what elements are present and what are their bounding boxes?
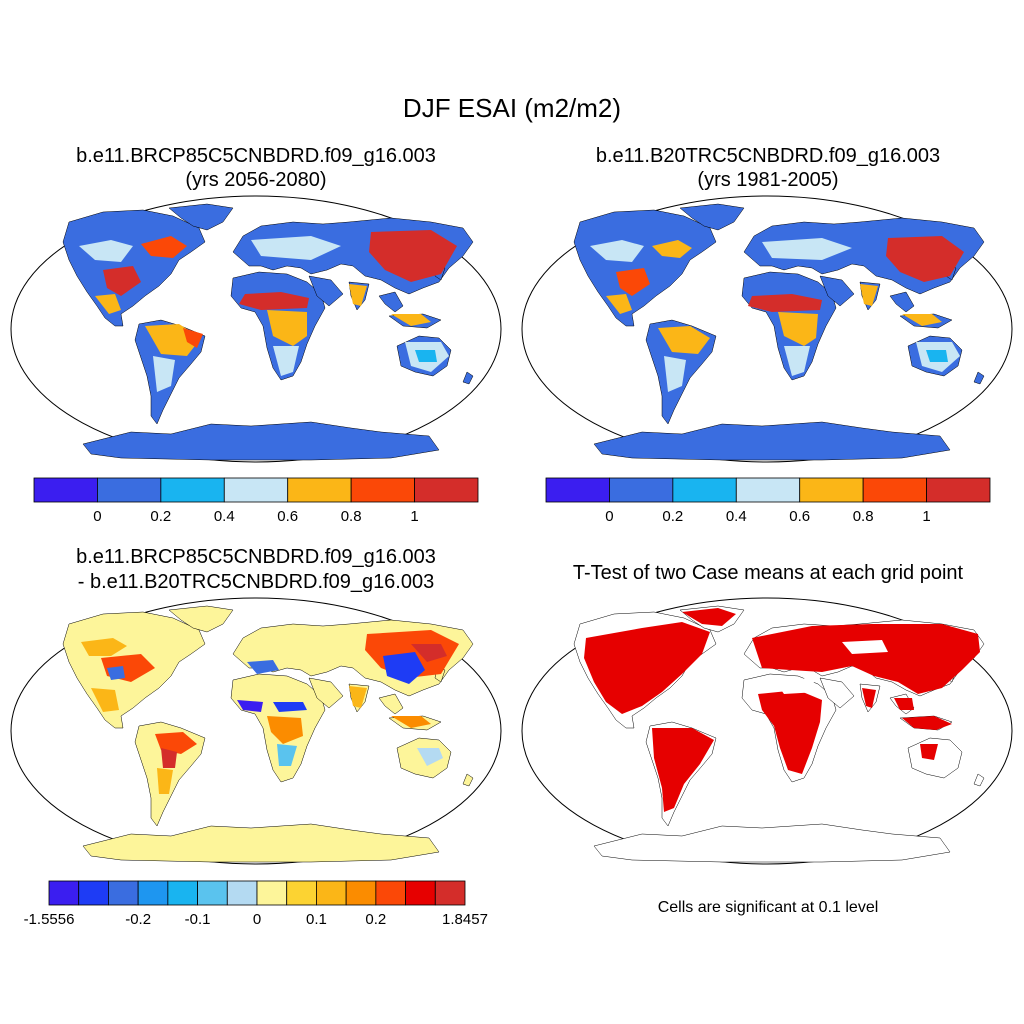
colorbar-control-swatch-6 — [926, 477, 991, 503]
map-difference — [10, 597, 502, 865]
colorbar-control-tick-label-1: 0.2 — [662, 508, 683, 525]
panel-difference-subtitle: - b.e11.B20TRC5CNBDRD.f09_g16.003 — [77, 571, 435, 593]
colorbar-case-swatch-4 — [287, 477, 352, 503]
colorbar-difference-tick-label-2: -0.1 — [185, 911, 211, 928]
colorbar-case-tick-label-1: 0.2 — [150, 508, 171, 525]
colorbar-case-swatch-0 — [33, 477, 98, 503]
map-case-overlays — [79, 230, 457, 392]
colorbar-control-tick-label-0: 0 — [605, 508, 613, 525]
colorbar-case-tick-label-0: 0 — [93, 508, 101, 525]
colorbar-control: 0 0.2 0.4 0.6 0.8 1 — [545, 477, 991, 525]
colorbar-difference-tick-label-3: 0 — [253, 911, 261, 928]
colorbar-control-swatch-2 — [672, 477, 737, 503]
colorbar-difference-swatch-4 — [167, 880, 198, 906]
colorbar-difference-swatch-10 — [345, 880, 377, 906]
colorbar-difference-swatch-5 — [197, 880, 228, 906]
map-case — [10, 195, 502, 463]
panel-ttest-title: T-Test of two Case means at each grid po… — [572, 562, 964, 584]
colorbar-case-swatch-5 — [350, 477, 415, 503]
colorbar-difference-tick-label-6: 1.8457 — [442, 911, 488, 928]
colorbar-control-swatch-5 — [862, 477, 927, 503]
colorbar-control-swatch-3 — [735, 477, 801, 503]
panel-control-years: (yrs 1981-2005) — [697, 169, 839, 191]
colorbar-case: 0 0.2 0.4 0.6 0.8 1 — [33, 477, 479, 525]
colorbar-difference-swatch-8 — [286, 880, 317, 906]
map-ttest — [521, 597, 1013, 865]
colorbar-difference-swatch-3 — [137, 880, 169, 906]
colorbar-control-swatch-0 — [545, 477, 610, 503]
figure-title: DJF ESAI (m2/m2) — [402, 93, 622, 123]
colorbar-difference-tick-label-5: 0.2 — [365, 911, 386, 928]
colorbar-control-swatch-4 — [799, 477, 864, 503]
colorbar-control-swatch-1 — [609, 477, 674, 503]
colorbar-difference-swatch-6 — [226, 880, 258, 906]
colorbar-difference-swatch-13 — [434, 880, 466, 906]
colorbar-case-tick-label-2: 0.4 — [214, 508, 235, 525]
colorbar-difference-swatch-2 — [108, 880, 139, 906]
colorbar-difference-swatch-12 — [405, 880, 436, 906]
panel-case-years: (yrs 2056-2080) — [185, 169, 327, 191]
colorbar-case-tick-label-4: 0.8 — [341, 508, 362, 525]
colorbar-case-tick-label-5: 1 — [410, 508, 418, 525]
colorbar-difference-tick-label-4: 0.1 — [306, 911, 327, 928]
colorbar-difference: -1.5556 -0.2 -0.1 0 0.1 0.2 1.8457 — [24, 880, 488, 928]
colorbar-case-swatch-6 — [414, 477, 479, 503]
colorbar-difference-tick-label-0: -1.5556 — [24, 911, 75, 928]
map-ttest-overlays — [584, 608, 980, 812]
panel-difference-title: b.e11.BRCP85C5CNBDRD.f09_g16.003 — [76, 546, 436, 568]
colorbar-case-swatch-2 — [160, 477, 225, 503]
colorbar-case-swatch-1 — [97, 477, 162, 503]
panel-case-title: b.e11.BRCP85C5CNBDRD.f09_g16.003 — [76, 145, 436, 167]
colorbar-difference-swatch-1 — [78, 880, 109, 906]
colorbar-case-tick-label-3: 0.6 — [277, 508, 298, 525]
colorbar-difference-swatch-0 — [48, 880, 80, 906]
panel-ttest-note: Cells are significant at 0.1 level — [657, 899, 879, 916]
colorbar-control-tick-label-4: 0.8 — [853, 508, 874, 525]
colorbar-difference-swatch-9 — [316, 880, 347, 906]
map-control — [521, 195, 1013, 463]
panel-control-title: b.e11.B20TRC5CNBDRD.f09_g16.003 — [595, 145, 941, 167]
colorbar-control-tick-label-2: 0.4 — [726, 508, 747, 525]
colorbar-case-swatch-3 — [223, 477, 289, 503]
colorbar-difference-swatch-11 — [375, 880, 406, 906]
colorbar-control-tick-label-5: 1 — [922, 508, 930, 525]
colorbar-control-tick-label-3: 0.6 — [789, 508, 810, 525]
map-difference-overlays — [81, 630, 459, 794]
map-control-overlays — [590, 236, 964, 392]
colorbar-difference-swatch-7 — [256, 880, 288, 906]
colorbar-difference-tick-label-1: -0.2 — [125, 911, 151, 928]
